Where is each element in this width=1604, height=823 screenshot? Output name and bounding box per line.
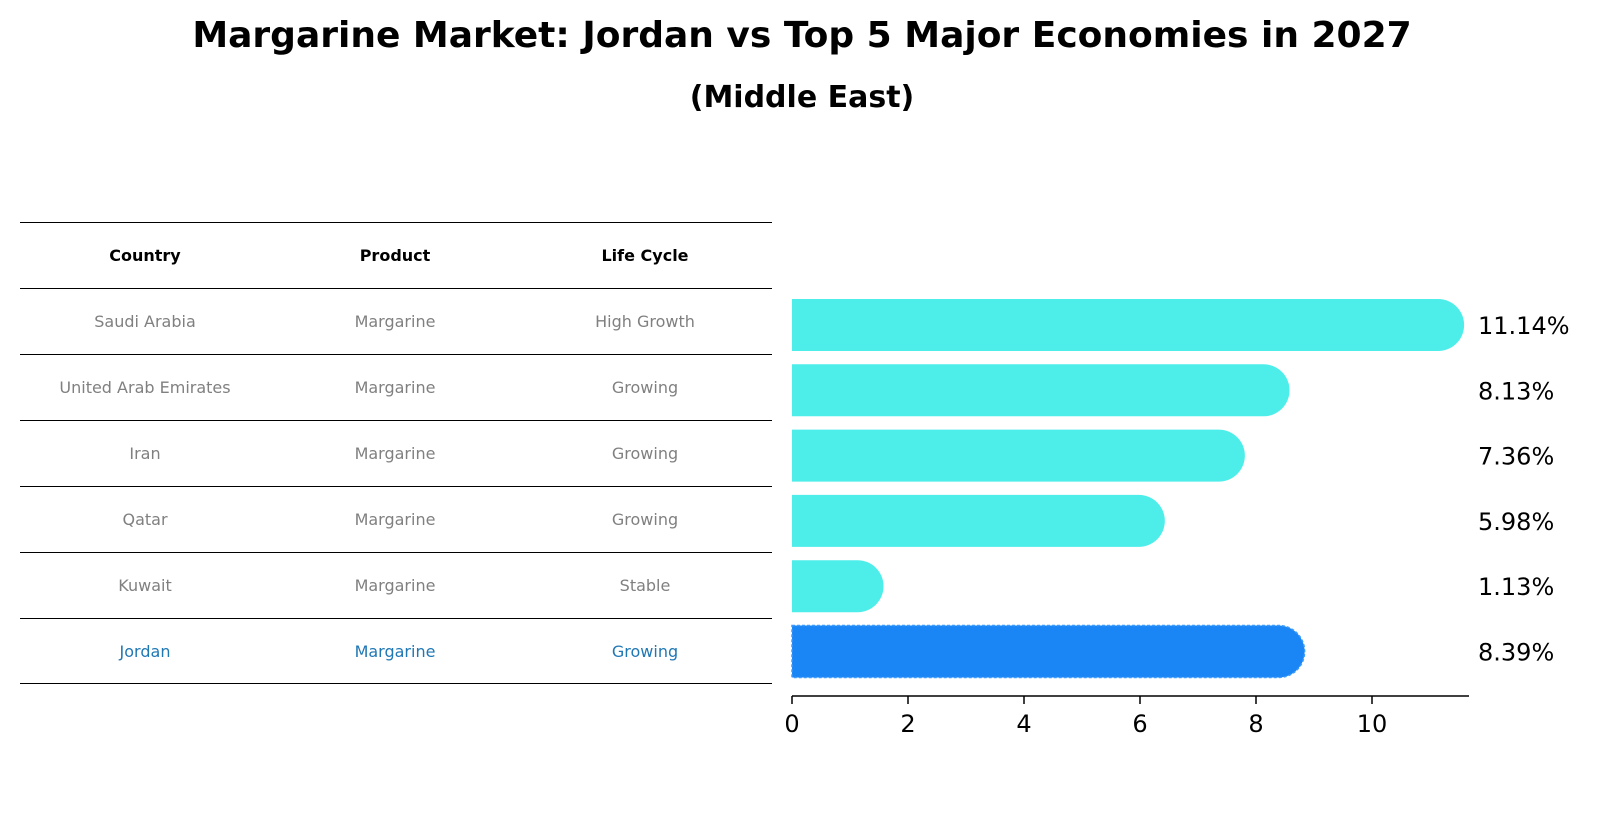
data-table: Country Product Life Cycle Saudi Arabia … (20, 222, 772, 684)
cell-country: United Arab Emirates (59, 378, 231, 397)
table-row: Iran Margarine Growing (20, 420, 772, 486)
x-tick-label: 4 (1016, 710, 1031, 738)
cell-country: Jordan (119, 642, 171, 661)
value-label: 11.14% (1478, 312, 1570, 340)
table-row: United Arab Emirates Margarine Growing (20, 354, 772, 420)
chart-title: Margarine Market: Jordan vs Top 5 Major … (192, 15, 1412, 56)
cell-life-cycle: Growing (611, 642, 679, 661)
bar (792, 299, 1465, 351)
value-label: 8.39% (1478, 639, 1554, 667)
x-tick-label: 6 (1132, 710, 1147, 738)
cell-life-cycle: Growing (611, 444, 679, 463)
table-header-row: Country Product Life Cycle (20, 222, 772, 288)
bar (792, 364, 1290, 417)
cell-product: Margarine (354, 510, 436, 529)
chart-subtitle: (Middle East) (689, 80, 915, 115)
header-country: Country (109, 246, 181, 265)
cell-country: Saudi Arabia (94, 312, 196, 331)
cell-life-cycle: Stable (619, 576, 671, 595)
cell-country: Qatar (122, 510, 168, 529)
header-life-cycle: Life Cycle (601, 246, 689, 265)
bar (792, 560, 884, 613)
table-row-highlight: Jordan Margarine Growing (20, 618, 772, 684)
cell-product: Margarine (354, 312, 436, 331)
value-label: 7.36% (1478, 443, 1554, 471)
value-label: 8.13% (1478, 377, 1554, 405)
header-product: Product (359, 246, 431, 265)
table-row: Saudi Arabia Margarine High Growth (20, 288, 772, 354)
table-row: Qatar Margarine Growing (20, 486, 772, 552)
value-label: 5.98% (1478, 508, 1554, 536)
bar (792, 494, 1165, 547)
cell-life-cycle: Growing (611, 378, 679, 397)
cell-life-cycle: High Growth (595, 312, 695, 331)
cell-product: Margarine (354, 444, 436, 463)
table-row: Kuwait Margarine Stable (20, 552, 772, 618)
x-tick-label: 10 (1357, 710, 1388, 738)
bar (792, 429, 1245, 482)
cell-product: Margarine (354, 378, 436, 397)
cell-country: Kuwait (118, 576, 172, 595)
cell-country: Iran (129, 444, 161, 463)
cell-product: Margarine (354, 642, 436, 661)
bar-highlight (791, 624, 1306, 679)
value-label: 1.13% (1478, 573, 1554, 601)
cell-product: Margarine (354, 576, 436, 595)
x-tick-label: 0 (784, 710, 799, 738)
cell-life-cycle: Growing (611, 510, 679, 529)
x-tick-label: 8 (1248, 710, 1263, 738)
x-tick-label: 2 (900, 710, 915, 738)
